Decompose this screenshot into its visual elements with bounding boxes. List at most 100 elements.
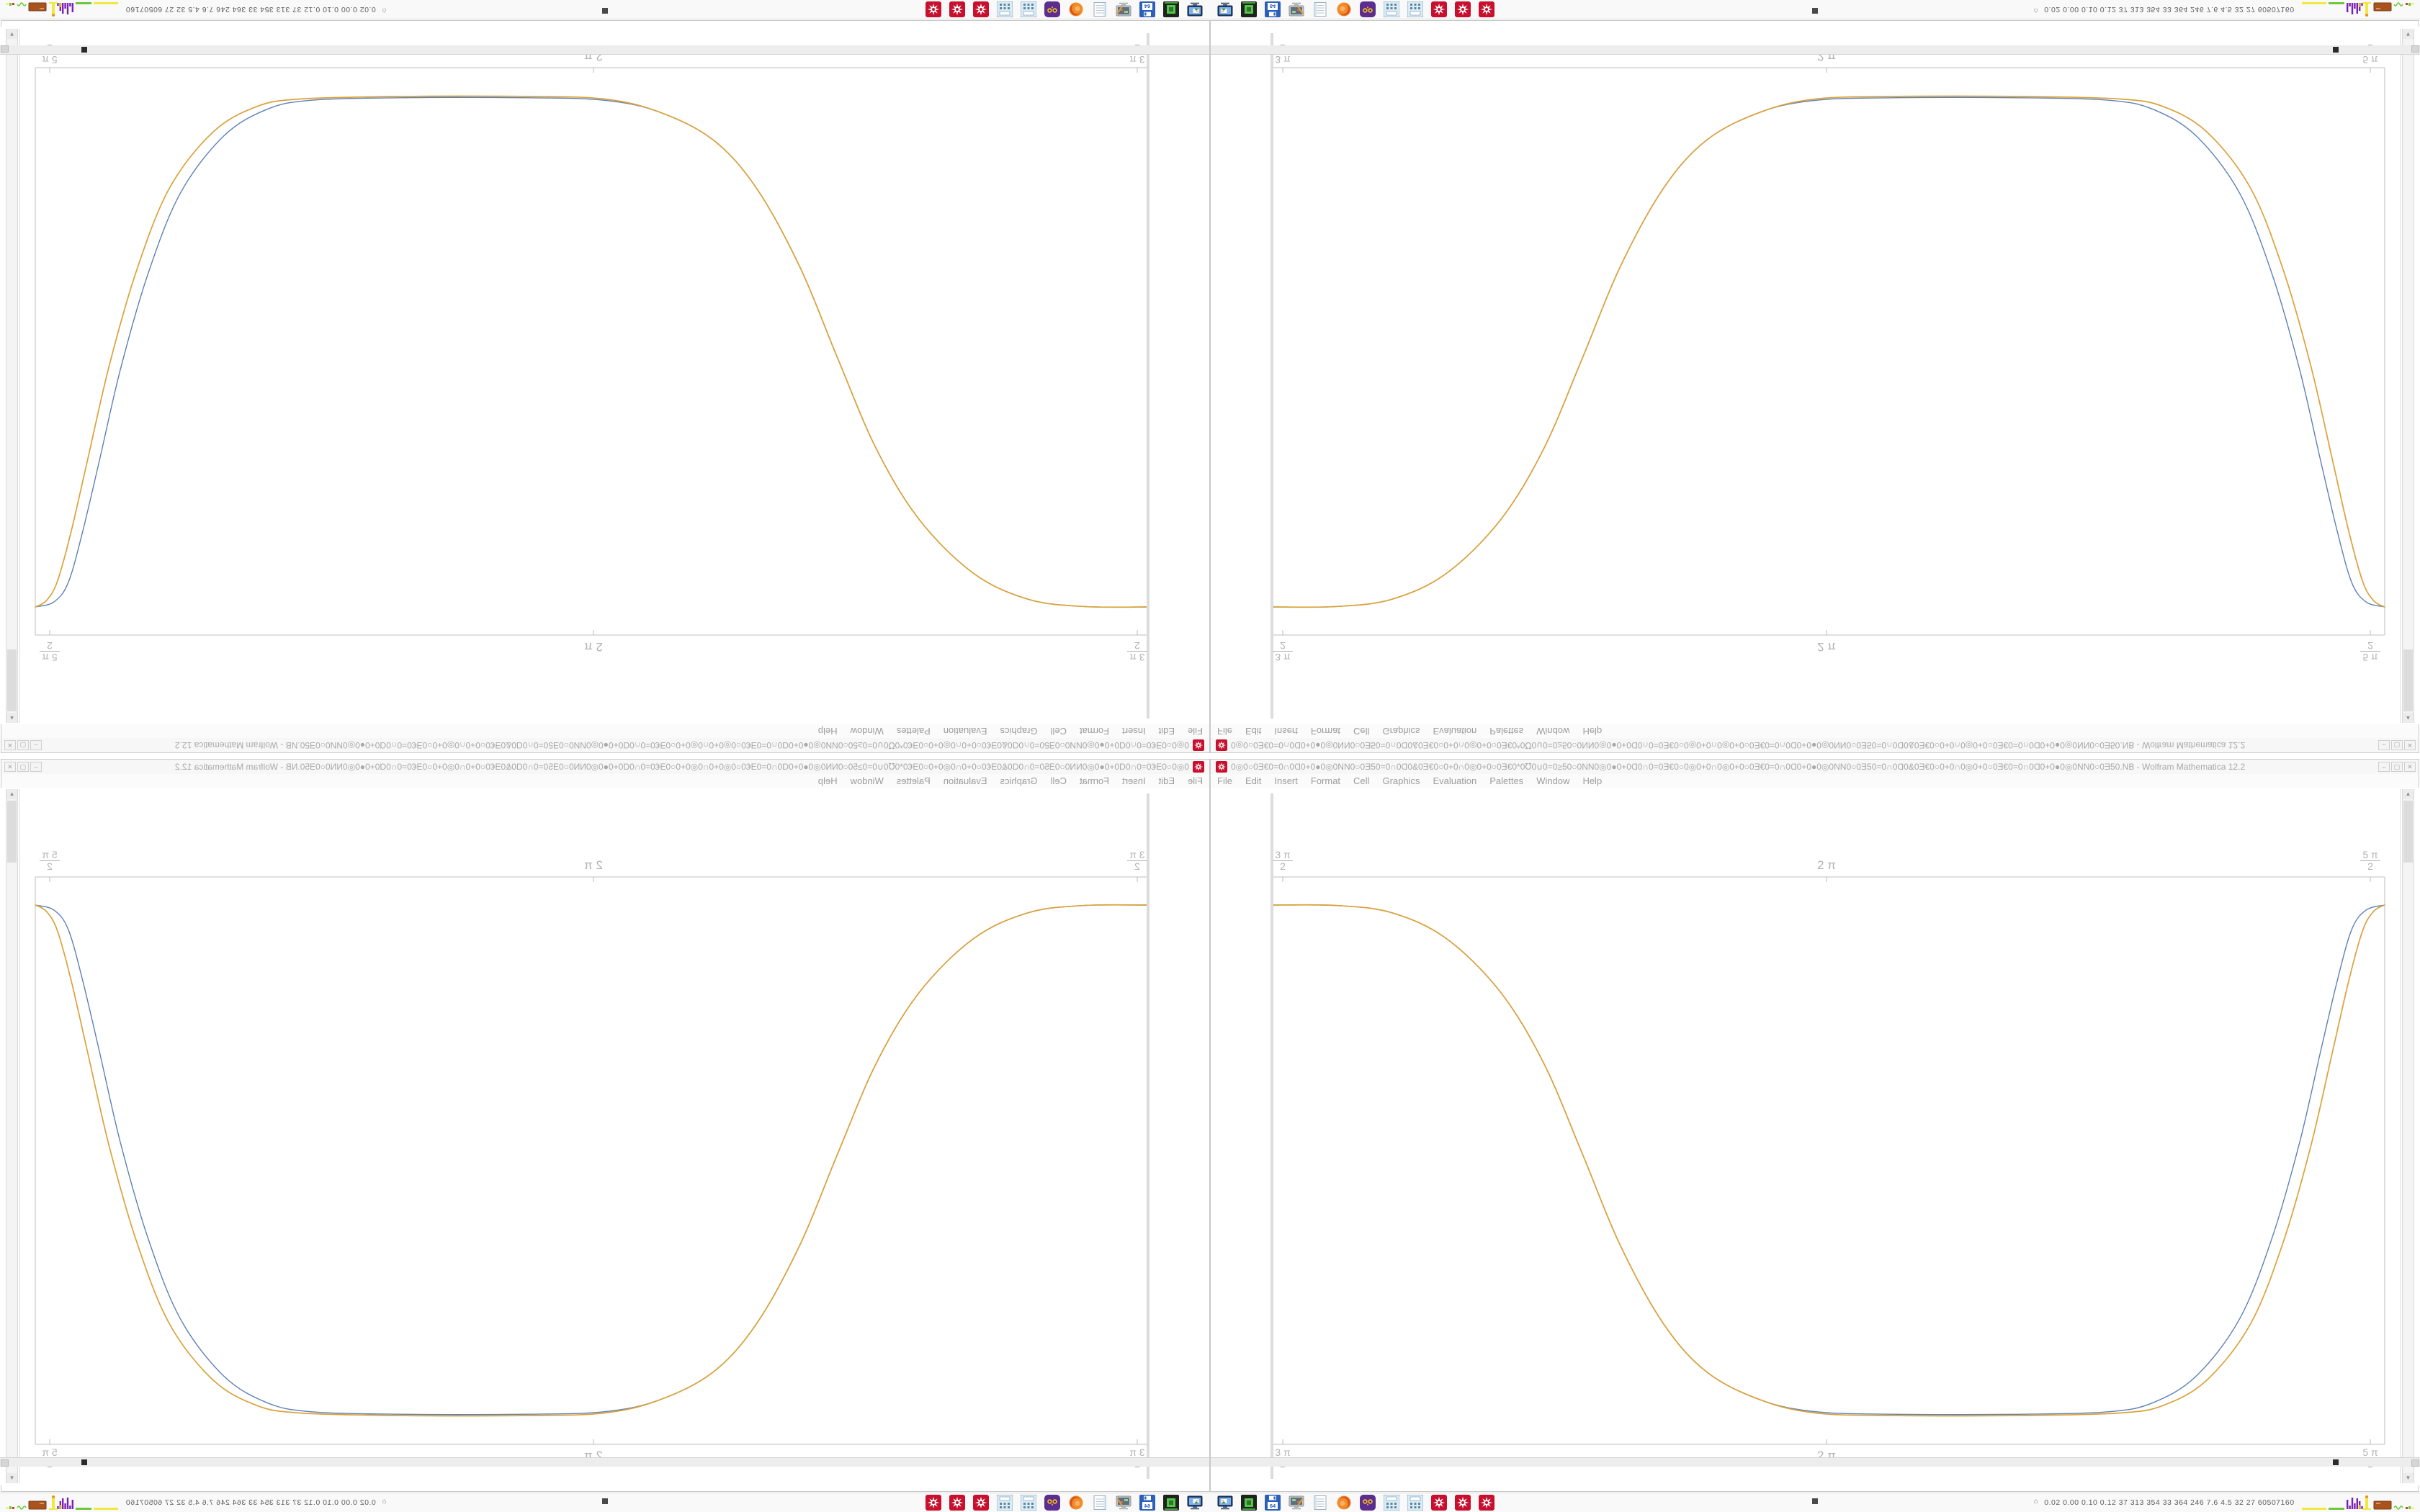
calculator-icon[interactable] xyxy=(1383,1494,1400,1511)
menu-item-format[interactable]: Format xyxy=(1310,726,1341,737)
minimize-button[interactable]: – xyxy=(30,762,42,772)
menu-item-evaluation[interactable]: Evaluation xyxy=(943,726,987,737)
mathematica-icon[interactable] xyxy=(973,1,989,17)
menu-item-help[interactable]: Help xyxy=(1582,726,1603,737)
vertical-scrollbar[interactable]: ▲ ▼ xyxy=(2402,789,2414,1483)
menu-item-graphics[interactable]: Graphics xyxy=(1000,775,1038,786)
maximize-button[interactable]: ▢ xyxy=(2391,740,2403,750)
notepad-icon[interactable] xyxy=(1312,1495,1328,1511)
mathematica-icon[interactable] xyxy=(1455,1495,1471,1511)
window-titlebar[interactable]: 0◎0○0Ǝ€0=0∩0Ɑ0+0●0◎0NN0○0Ǝ50=0∩0Ɑ0&0Ǝ€0○… xyxy=(1,737,1209,752)
close-button[interactable]: ✕ xyxy=(4,762,16,772)
floppy-64-icon[interactable]: 64 xyxy=(1139,1,1155,17)
menu-item-graphics[interactable]: Graphics xyxy=(1382,775,1420,786)
calculator-icon[interactable] xyxy=(1020,1494,1037,1511)
window-resize-grip[interactable] xyxy=(1,45,9,53)
menu-item-cell[interactable]: Cell xyxy=(1050,775,1067,786)
scrollbar-thumb[interactable] xyxy=(7,649,17,711)
mathematica-icon[interactable] xyxy=(1479,1,1494,17)
monitor-pen-icon[interactable] xyxy=(1289,1495,1304,1511)
scroll-up-icon[interactable]: ▲ xyxy=(2403,713,2414,723)
floppy-64-icon[interactable]: 64 xyxy=(1139,1495,1155,1511)
green-terminal-icon[interactable] xyxy=(1241,1,1257,17)
menu-item-insert[interactable]: Insert xyxy=(1274,726,1298,737)
mathematica-icon[interactable] xyxy=(949,1,965,17)
close-button[interactable]: ✕ xyxy=(4,740,16,750)
mathematica-icon[interactable] xyxy=(926,1495,941,1511)
mathematica-icon[interactable] xyxy=(1431,1,1447,17)
menu-item-graphics[interactable]: Graphics xyxy=(1382,726,1420,737)
scrollbar-thumb[interactable] xyxy=(2403,649,2413,711)
menu-item-format[interactable]: Format xyxy=(1310,775,1341,786)
menu-item-cell[interactable]: Cell xyxy=(1050,726,1067,737)
notepad-icon[interactable] xyxy=(1312,1,1328,17)
menu-item-file[interactable]: File xyxy=(1188,726,1203,737)
menu-item-insert[interactable]: Insert xyxy=(1122,775,1146,786)
mathematica-icon[interactable] xyxy=(1431,1495,1447,1511)
calculator-icon[interactable] xyxy=(1407,1,1424,18)
owl-icon[interactable] xyxy=(1044,1,1060,17)
close-button[interactable]: ✕ xyxy=(2404,740,2416,750)
maximize-button[interactable]: ▢ xyxy=(17,740,29,750)
close-button[interactable]: ✕ xyxy=(2404,762,2416,772)
menu-item-file[interactable]: File xyxy=(1188,775,1203,786)
maximize-button[interactable]: ▢ xyxy=(17,762,29,772)
vertical-scrollbar[interactable]: ▲ ▼ xyxy=(6,29,18,723)
menu-item-palettes[interactable]: Palettes xyxy=(896,726,931,737)
menu-item-file[interactable]: File xyxy=(1217,775,1232,786)
window-titlebar[interactable]: 0◎0○0Ǝ€0=0∩0Ɑ0+0●0◎0NN0○0Ǝ50=0∩0Ɑ0&0Ǝ€0○… xyxy=(1211,737,2419,752)
notepad-icon[interactable] xyxy=(1092,1495,1108,1511)
menu-item-palettes[interactable]: Palettes xyxy=(1489,726,1524,737)
menu-item-help[interactable]: Help xyxy=(817,775,838,786)
vertical-scrollbar[interactable]: ▲ ▼ xyxy=(6,789,18,1483)
menu-item-edit[interactable]: Edit xyxy=(1158,726,1175,737)
calculator-icon[interactable] xyxy=(1407,1494,1424,1511)
monitor-pen-icon[interactable] xyxy=(1116,1,1131,17)
owl-icon[interactable] xyxy=(1360,1,1376,17)
menu-item-window[interactable]: Window xyxy=(850,726,884,737)
monitor-pen-icon[interactable] xyxy=(1289,1,1304,17)
window-titlebar[interactable]: 0◎0○0Ǝ€0=0∩0Ɑ0+0●0◎0NN0○0Ǝ50=0∩0Ɑ0&0Ǝ€0○… xyxy=(1211,760,2419,775)
menu-item-window[interactable]: Window xyxy=(850,775,884,786)
scrollbar-thumb[interactable] xyxy=(7,801,17,863)
owl-icon[interactable] xyxy=(1044,1495,1060,1511)
menu-item-graphics[interactable]: Graphics xyxy=(1000,726,1038,737)
menu-item-format[interactable]: Format xyxy=(1079,726,1110,737)
menu-item-format[interactable]: Format xyxy=(1079,775,1110,786)
calculator-icon[interactable] xyxy=(996,1494,1013,1511)
mathematica-icon[interactable] xyxy=(1479,1495,1494,1511)
mathematica-icon[interactable] xyxy=(949,1495,965,1511)
calculator-icon[interactable] xyxy=(1383,1,1400,18)
menu-item-palettes[interactable]: Palettes xyxy=(1489,775,1524,786)
menu-item-help[interactable]: Help xyxy=(817,726,838,737)
floppy-64-icon[interactable]: 64 xyxy=(1265,1,1281,17)
owl-icon[interactable] xyxy=(1360,1495,1376,1511)
menu-item-help[interactable]: Help xyxy=(1582,775,1603,786)
menu-item-edit[interactable]: Edit xyxy=(1245,775,1262,786)
menu-item-window[interactable]: Window xyxy=(1536,726,1570,737)
menu-item-insert[interactable]: Insert xyxy=(1122,726,1146,737)
taskbar-center-marker[interactable] xyxy=(1812,1498,1818,1504)
scroll-up-icon[interactable]: ▲ xyxy=(6,713,17,723)
firefox-icon[interactable] xyxy=(1068,1495,1084,1511)
mathematica-icon[interactable] xyxy=(973,1495,989,1511)
green-terminal-icon[interactable] xyxy=(1241,1495,1257,1511)
taskbar-center-marker[interactable] xyxy=(1812,8,1818,14)
screenshot-monitor-icon[interactable] xyxy=(1217,1495,1233,1511)
scroll-down-icon[interactable]: ▼ xyxy=(2403,29,2414,39)
screenshot-monitor-icon[interactable] xyxy=(1187,1,1203,17)
firefox-icon[interactable] xyxy=(1068,1,1084,17)
scroll-up-icon[interactable]: ▲ xyxy=(2403,789,2414,799)
screenshot-monitor-icon[interactable] xyxy=(1217,1,1233,17)
minimize-button[interactable]: – xyxy=(2378,762,2390,772)
menu-item-cell[interactable]: Cell xyxy=(1353,726,1370,737)
vertical-scrollbar[interactable]: ▲ ▼ xyxy=(2402,29,2414,723)
window-titlebar[interactable]: 0◎0○0Ǝ€0=0∩0Ɑ0+0●0◎0NN0○0Ǝ50=0∩0Ɑ0&0Ǝ€0○… xyxy=(1,760,1209,775)
scroll-down-icon[interactable]: ▼ xyxy=(2403,1473,2414,1483)
taskbar-center-marker[interactable] xyxy=(602,8,608,14)
firefox-icon[interactable] xyxy=(1336,1,1352,17)
window-resize-grip[interactable] xyxy=(1,1459,9,1467)
menu-item-evaluation[interactable]: Evaluation xyxy=(1433,726,1477,737)
green-terminal-icon[interactable] xyxy=(1163,1495,1179,1511)
scrollbar-thumb[interactable] xyxy=(2403,801,2413,863)
